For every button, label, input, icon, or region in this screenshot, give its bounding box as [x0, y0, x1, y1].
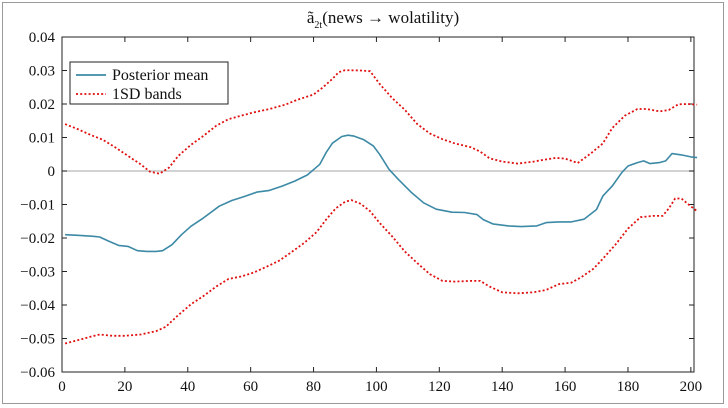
legend-label-1sd-bands: 1SD bands [112, 86, 182, 103]
x-tick-label: 40 [180, 379, 195, 395]
y-tick-label: −0.01 [20, 198, 55, 214]
posterior-mean-line [65, 134, 698, 253]
chart-title: ã2t(news → wolatility) [307, 8, 459, 31]
title-rest: (news → wolatility) [322, 8, 459, 27]
y-tick-label: −0.02 [20, 231, 55, 247]
y-tick-label: 0.03 [29, 64, 55, 80]
upper-1sd-band-line [64, 69, 698, 175]
y-tick-label: −0.03 [20, 265, 55, 281]
x-tick-label: 120 [428, 379, 451, 395]
y-tick-label: 0.02 [29, 97, 55, 113]
axes-layer: 0 20 40 60 80 100 120 140 160 180 200 −0.06 −0.05 −0.… [20, 30, 702, 395]
x-tick-label: 160 [554, 379, 577, 395]
title-main: ã [307, 8, 315, 27]
series-layer [64, 69, 698, 345]
y-tick-label: −0.06 [20, 365, 55, 381]
y-tick-label: −0.05 [20, 332, 55, 348]
x-tick-label: 100 [365, 379, 388, 395]
x-tick-label: 80 [306, 379, 321, 395]
x-tick-label: 200 [680, 379, 703, 395]
title-subscript: 2t [314, 20, 322, 31]
legend-box [69, 61, 229, 105]
x-tick-label: 20 [117, 379, 132, 395]
y-tick-label: 0.01 [29, 131, 55, 147]
x-tick-label: 60 [243, 379, 258, 395]
y-tick-label: 0.04 [29, 30, 56, 46]
legend: Posterior mean 1SD bands [69, 61, 229, 105]
x-tick-label: 140 [491, 379, 514, 395]
y-tick-label: 0 [48, 164, 56, 180]
x-tick-label: 180 [617, 379, 640, 395]
legend-label-posterior-mean: Posterior mean [112, 67, 208, 84]
y-tick-label: −0.04 [20, 298, 55, 314]
x-tick-label: 0 [58, 379, 66, 395]
lower-1sd-band-line [64, 197, 698, 345]
